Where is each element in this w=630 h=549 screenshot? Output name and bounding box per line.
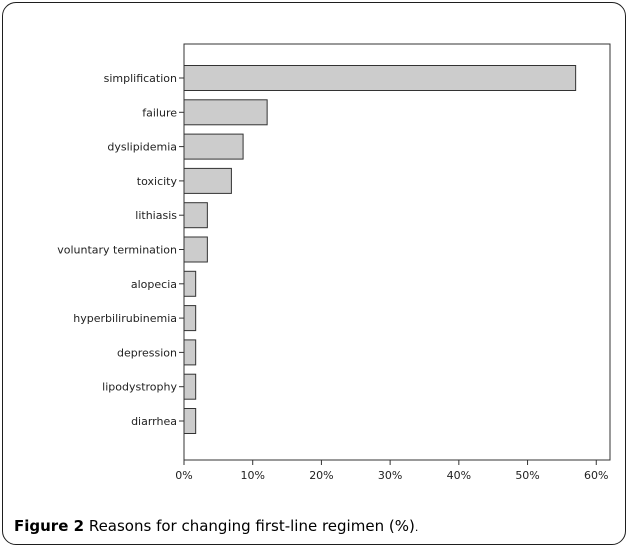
y-tick-label: lithiasis [135, 209, 177, 222]
bar-diarrhea [183, 408, 197, 434]
y-tick-label: diarrhea [131, 415, 177, 428]
y-tick-label: simplification [104, 72, 177, 85]
bar-voluntary-termination [183, 236, 208, 263]
caption-period: . [414, 521, 419, 534]
x-tick-label: 50% [515, 469, 539, 482]
y-tick-label: failure [142, 106, 177, 119]
bar-lithiasis [183, 202, 208, 229]
bar-simplification [183, 65, 577, 91]
figure-caption: Figure 2 Reasons for changing first-line… [14, 517, 418, 535]
bar-depression [183, 339, 197, 366]
y-tick-label: voluntary termination [57, 244, 177, 257]
bar-hyperbilirubinemia [183, 305, 197, 332]
caption-text: Reasons for changing first-line regimen … [88, 517, 415, 535]
x-tick-label: 10% [240, 469, 264, 482]
y-tick-label: toxicity [137, 175, 178, 188]
caption-label: Figure 2 [14, 517, 85, 535]
x-tick-label: 20% [309, 469, 333, 482]
x-tick-label: 40% [447, 469, 471, 482]
bar-alopecia [183, 270, 197, 297]
x-tick-label: 60% [584, 469, 608, 482]
y-tick-label: dyslipidemia [107, 141, 177, 154]
figure-frame [2, 2, 626, 545]
bar-dyslipidemia [183, 133, 244, 160]
y-tick-label: lipodystrophy [102, 381, 177, 394]
bar-chart: simplification failure dyslipidemia toxicit… [57, 43, 611, 482]
y-tick-label: hyperbilirubinemia [73, 312, 177, 325]
x-tick-label: 0% [175, 469, 192, 482]
y-tick-label: alopecia [131, 278, 177, 291]
bar-toxicity [183, 167, 232, 194]
bar-failure [183, 99, 268, 126]
bar-lipodystrophy [183, 373, 197, 400]
x-tick-label: 30% [378, 469, 402, 482]
y-tick-label: depression [117, 346, 177, 359]
